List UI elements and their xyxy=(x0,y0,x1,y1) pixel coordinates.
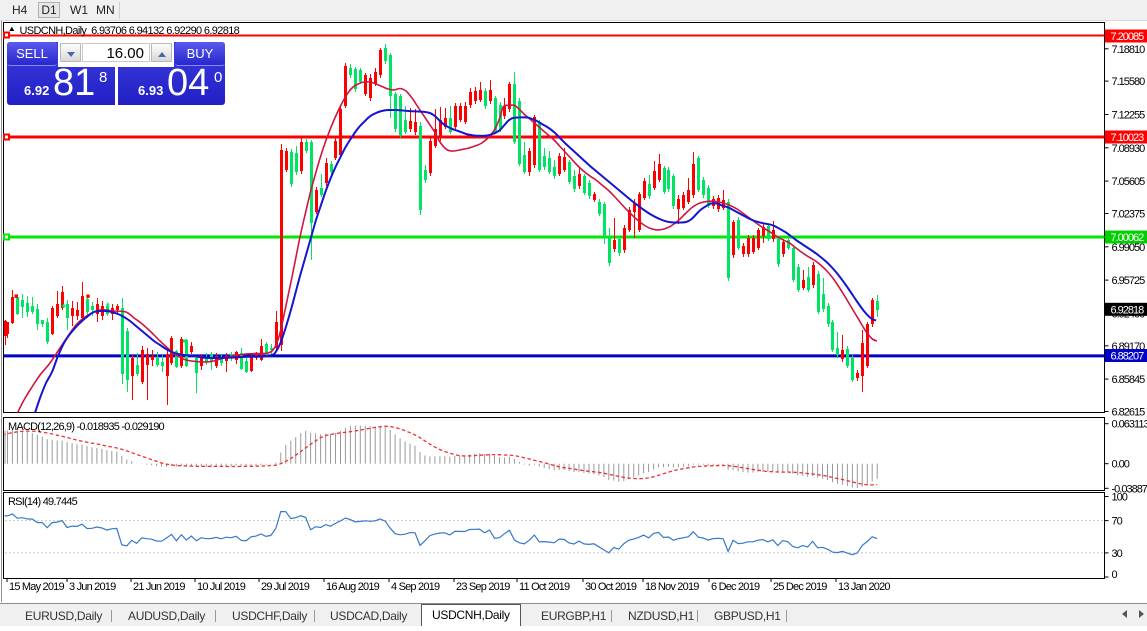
svg-text:7.15580: 7.15580 xyxy=(1112,76,1146,88)
svg-text:6.85845: 6.85845 xyxy=(1112,374,1146,386)
svg-text:29 Jul 2019: 29 Jul 2019 xyxy=(261,581,310,593)
svg-text:7.08930: 7.08930 xyxy=(1112,143,1146,155)
svg-text:7.18810: 7.18810 xyxy=(1112,44,1146,56)
svg-text:10 Jul 2019: 10 Jul 2019 xyxy=(197,581,246,593)
svg-text:0: 0 xyxy=(1112,569,1118,581)
svg-text:0.063113: 0.063113 xyxy=(1112,419,1147,431)
svg-text:7.12255: 7.12255 xyxy=(1112,110,1146,122)
svg-text:3 Jun 2019: 3 Jun 2019 xyxy=(69,581,116,593)
svg-text:18 Nov 2019: 18 Nov 2019 xyxy=(645,581,699,593)
svg-text:23 Sep 2019: 23 Sep 2019 xyxy=(456,581,510,593)
svg-text:USDCNH,Daily 6.93706 6.94132: USDCNH,Daily 6.93706 6.94132 6.92290 6.9… xyxy=(20,25,240,37)
svg-text:21 Jun 2019: 21 Jun 2019 xyxy=(133,581,185,593)
svg-text:70: 70 xyxy=(1112,516,1123,528)
svg-text:6 Dec 2019: 6 Dec 2019 xyxy=(711,581,760,593)
svg-text:13 Jan 2020: 13 Jan 2020 xyxy=(838,581,890,593)
svg-text:6.92818: 6.92818 xyxy=(1111,304,1145,316)
svg-text:11 Oct 2019: 11 Oct 2019 xyxy=(519,581,570,593)
svg-text:6.88207: 6.88207 xyxy=(1111,351,1145,363)
svg-text:7.10023: 7.10023 xyxy=(1111,132,1145,144)
svg-text:MACD(12,26,9) -0.018935 -0.029: MACD(12,26,9) -0.018935 -0.029190 xyxy=(8,421,165,433)
svg-text:15 May 2019: 15 May 2019 xyxy=(9,581,64,593)
svg-text:6.95725: 6.95725 xyxy=(1112,275,1146,287)
svg-text:7.02375: 7.02375 xyxy=(1112,209,1146,221)
svg-text:30: 30 xyxy=(1112,548,1123,560)
svg-text:0.00: 0.00 xyxy=(1112,459,1130,471)
svg-text:RSI(14) 49.7445: RSI(14) 49.7445 xyxy=(8,496,78,508)
svg-text:100: 100 xyxy=(1112,492,1128,504)
svg-text:6.82615: 6.82615 xyxy=(1112,407,1146,419)
svg-text:25 Dec 2019: 25 Dec 2019 xyxy=(773,581,827,593)
svg-text:7.20085: 7.20085 xyxy=(1111,31,1145,43)
svg-text:7.00062: 7.00062 xyxy=(1111,232,1145,244)
svg-text:16 Aug 2019: 16 Aug 2019 xyxy=(326,581,380,593)
svg-text:7.05605: 7.05605 xyxy=(1112,176,1146,188)
svg-text:30 Oct 2019: 30 Oct 2019 xyxy=(585,581,637,593)
svg-text:4 Sep 2019: 4 Sep 2019 xyxy=(391,581,440,593)
